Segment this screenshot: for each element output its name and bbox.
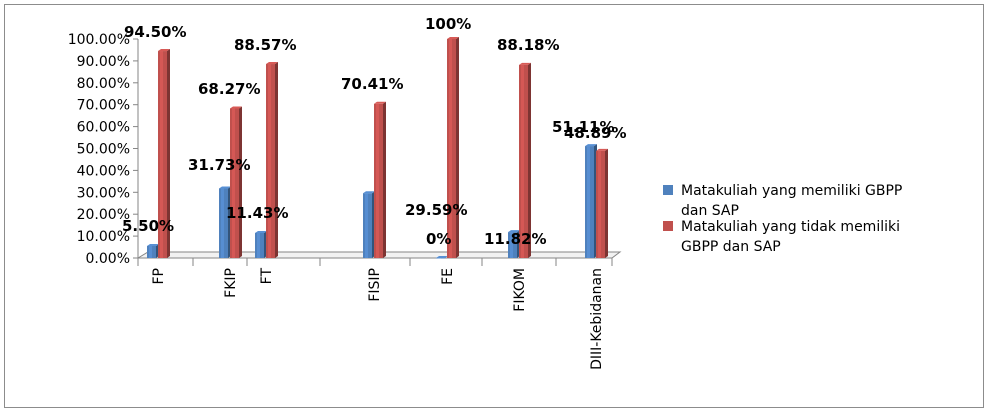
bar-series2-6: [596, 148, 608, 258]
bar-series1-6-highlight: [587, 146, 590, 258]
bar-series2-1-side: [239, 106, 242, 258]
bar-series2-3: [374, 101, 386, 259]
bar-series2-5: [519, 62, 531, 258]
bar-series1-2-highlight: [257, 232, 260, 258]
x-tick-label: FKIP: [223, 268, 239, 298]
bar-series2-6-top: [596, 148, 608, 151]
legend-swatch: [663, 185, 673, 195]
bar-series1-1-highlight: [221, 188, 224, 258]
x-tick-label: FIKOM: [512, 268, 528, 312]
bar-series2-4-top: [447, 37, 459, 39]
legend-label: GBPP dan SAP: [681, 239, 781, 255]
bar-series2-0-highlight: [160, 51, 163, 258]
y-tick-label: 90.00%: [77, 54, 130, 70]
bar-series1-3: [363, 191, 375, 258]
legend-swatch: [663, 221, 673, 231]
x-tick-label: FISIP: [367, 268, 383, 302]
bar-series2-3-side: [383, 101, 386, 259]
bar-series2-2-highlight: [268, 64, 271, 258]
bar-series2-3-highlight: [376, 103, 379, 259]
y-tick-label: 0.00%: [86, 251, 130, 267]
data-label-series1: 5.50%: [122, 217, 174, 235]
bar-series2-5-highlight: [521, 64, 524, 258]
y-tick-label: 100.00%: [68, 32, 130, 48]
bar-series2-4-highlight: [449, 39, 452, 258]
bar-series1-4: [436, 256, 448, 259]
x-tick-label: FT: [259, 268, 275, 285]
bar-series1-1-top: [219, 186, 231, 189]
bar-series2-4-side: [456, 37, 459, 258]
bar-series2-0-top: [158, 49, 170, 52]
legend-label: Matakuliah yang tidak memiliki: [681, 219, 900, 235]
bar-series2-0-side: [167, 49, 170, 258]
data-label-series2: 88.18%: [497, 36, 559, 54]
data-label-series2: 100%: [425, 15, 471, 33]
bar-series1-0-highlight: [149, 245, 152, 258]
bar-series1-1: [219, 186, 231, 258]
x-tick-label: FP: [151, 268, 167, 285]
y-tick-label: 40.00%: [77, 163, 130, 179]
data-label-series2: 68.27%: [198, 80, 260, 98]
bar-series1-4-highlight: [438, 258, 441, 259]
bar-series1-3-highlight: [365, 193, 368, 258]
data-label-series1: 11.82%: [484, 230, 546, 248]
y-tick-label: 10.00%: [77, 229, 130, 245]
y-tick-label: 80.00%: [77, 76, 130, 92]
data-label-series1: 11.43%: [226, 204, 288, 222]
bar-series2-2-top: [266, 62, 278, 65]
bar-series1-2: [255, 230, 267, 258]
bar-series2-6-side: [605, 148, 608, 258]
bar-series2-4: [447, 37, 459, 258]
x-tick-label: DIII-Kebidanan: [589, 268, 605, 370]
bar-series1-6: [585, 144, 597, 258]
data-label-series1: 29.59%: [405, 201, 467, 219]
bar-series2-5-top: [519, 62, 531, 65]
y-tick-label: 50.00%: [77, 142, 130, 158]
y-tick-label: 60.00%: [77, 120, 130, 136]
bar-series1-2-top: [255, 230, 267, 233]
data-label-series1: 31.73%: [188, 156, 250, 174]
data-label-series2: 48.89%: [564, 124, 626, 142]
data-label-series1: 0%: [426, 230, 451, 248]
chart-frame: [4, 4, 984, 408]
bar-series1-0: [147, 243, 159, 258]
bar-series2-1-highlight: [232, 108, 235, 258]
bar-series2-1: [230, 106, 242, 258]
bar-series2-2: [266, 62, 278, 258]
bar-series1-6-top: [585, 144, 597, 147]
bar-series1-0-top: [147, 243, 159, 246]
y-tick-label: 30.00%: [77, 185, 130, 201]
y-tick-label: 70.00%: [77, 98, 130, 114]
bar-series1-3-top: [363, 191, 375, 194]
bar-series1-5-top: [508, 230, 520, 233]
bar-series2-3-top: [374, 101, 386, 104]
x-tick-label: FE: [440, 268, 456, 285]
bar-series2-0: [158, 49, 170, 258]
bar-series2-1-top: [230, 106, 242, 109]
bar-series1-5-highlight: [510, 232, 513, 258]
y-tick-label: 20.00%: [77, 207, 130, 223]
data-label-series1: 51.11%: [552, 118, 614, 136]
bar-series1-4-top: [436, 256, 448, 258]
data-label-series2: 94.50%: [124, 23, 186, 41]
bar-series2-2-side: [275, 62, 278, 258]
legend-label: Matakuliah yang memiliki GBPP: [681, 183, 902, 199]
bar-series2-5-side: [528, 62, 531, 258]
data-label-series2: 88.57%: [234, 36, 296, 54]
bar-series2-6-highlight: [598, 150, 601, 258]
data-label-series2: 70.41%: [341, 75, 403, 93]
legend-label: dan SAP: [681, 203, 739, 219]
